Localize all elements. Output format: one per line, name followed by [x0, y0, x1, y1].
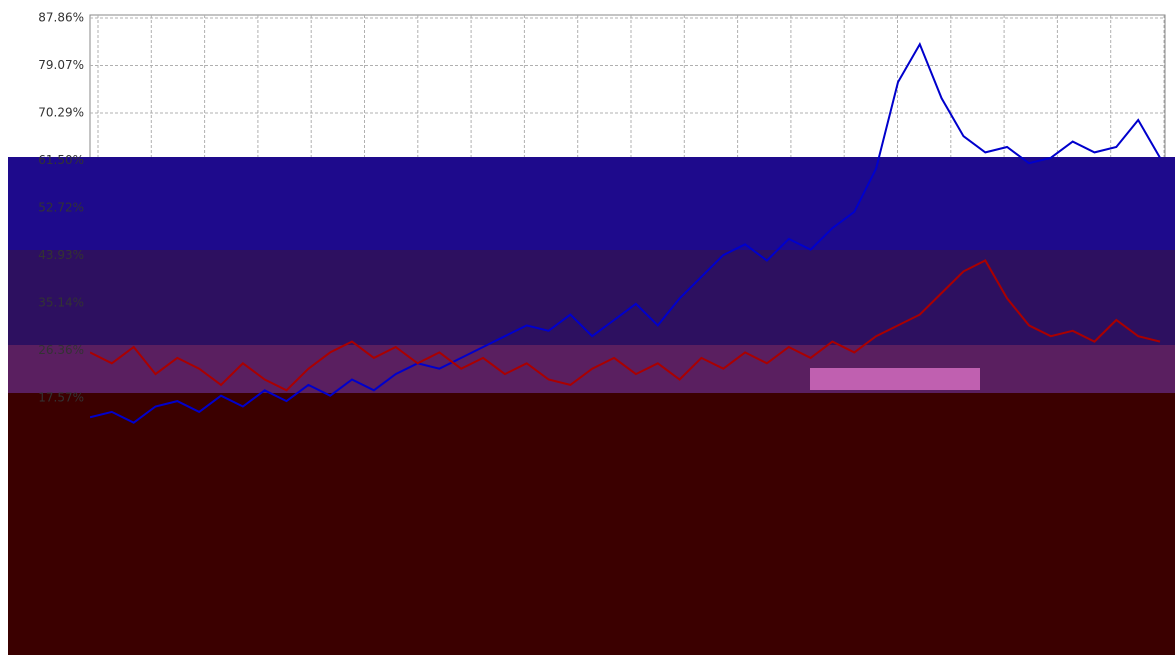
y-tick-label: 35.14%: [38, 296, 84, 310]
y-tick-label: 79.07%: [38, 58, 84, 72]
render-artifact: [8, 250, 1175, 345]
series-line: [90, 42, 1161, 424]
series-lines: [90, 42, 1161, 424]
y-tick-label: 43.93%: [38, 248, 84, 262]
y-tick-label: 70.29%: [38, 105, 84, 119]
render-artifact: [8, 157, 1175, 250]
render-artifact: [810, 368, 980, 390]
y-tick-label: 17.57%: [38, 391, 84, 405]
y-tick-label: 87.86%: [38, 11, 84, 25]
axis-labels: 87.86% 79.07% 70.29% 61.50% 52.72% 43.93% 35.1…: [38, 11, 84, 405]
y-tick-label: 52.72%: [38, 200, 84, 214]
series-line: [90, 259, 1161, 392]
render-artifacts: [8, 157, 1175, 655]
y-tick-label: 61.50%: [38, 153, 84, 167]
render-artifact: [8, 393, 1175, 655]
y-tick-label: 26.36%: [38, 343, 84, 357]
